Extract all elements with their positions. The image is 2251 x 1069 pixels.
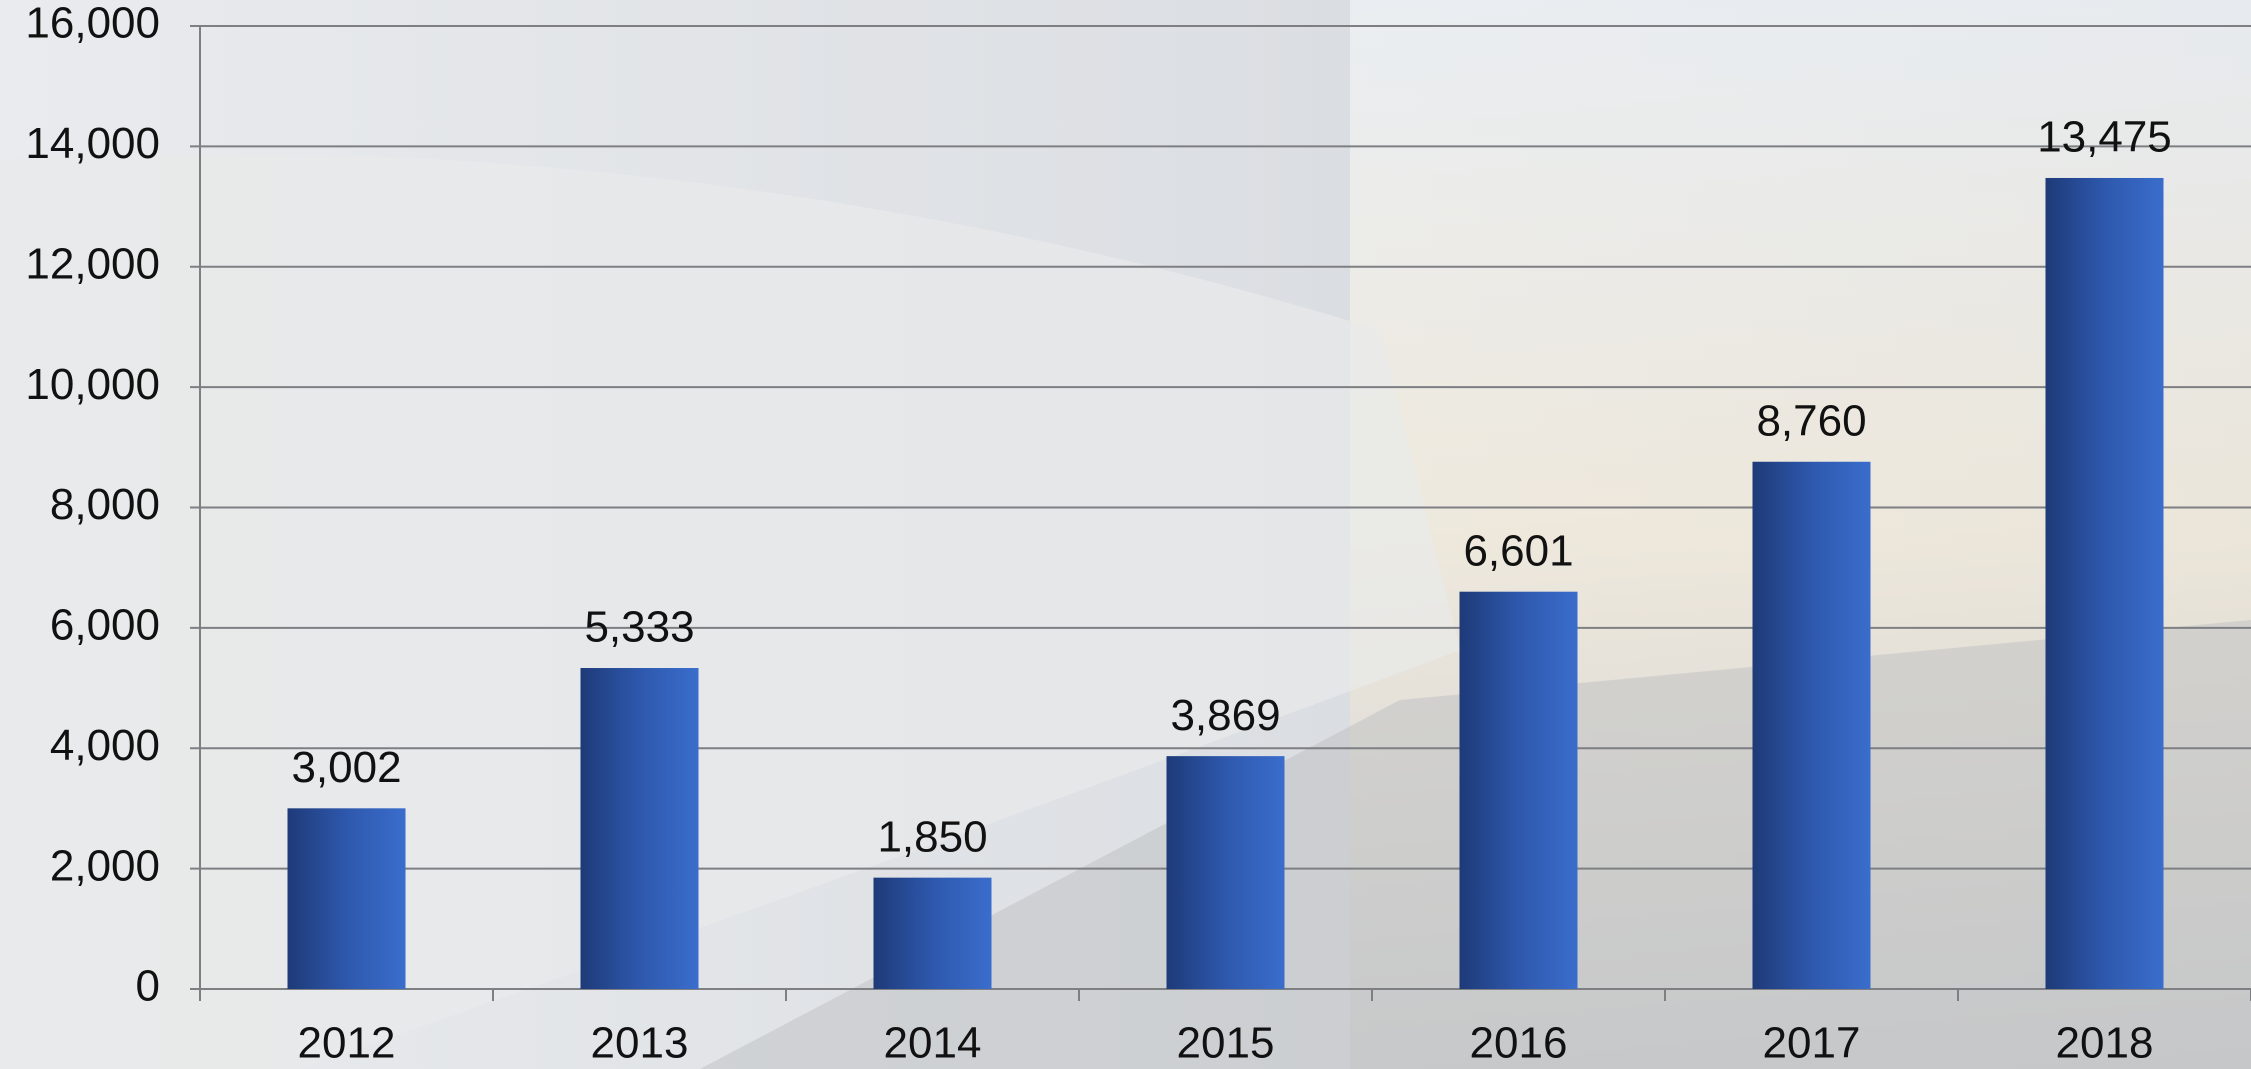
y-tick-label: 2,000 [50, 841, 160, 890]
value-label: 6,601 [1463, 526, 1573, 575]
y-tick-label: 12,000 [25, 239, 160, 288]
bar [581, 668, 699, 989]
x-tick-label: 2016 [1470, 1019, 1568, 1068]
y-tick-label: 10,000 [25, 360, 160, 409]
value-label: 5,333 [584, 603, 694, 652]
bar [288, 808, 406, 989]
x-tick-label: 2015 [1177, 1019, 1275, 1068]
y-tick-label: 4,000 [50, 721, 160, 770]
value-label: 13,475 [2037, 113, 2172, 162]
bar [1460, 592, 1578, 989]
bar [874, 878, 992, 989]
x-tick-label: 2018 [2056, 1019, 2154, 1068]
y-tick-label: 6,000 [50, 601, 160, 650]
page: {"chart_data": {"type": "bar", "categori… [0, 0, 2251, 1069]
y-tick-label: 0 [136, 962, 160, 1011]
value-label: 3,002 [291, 743, 401, 792]
bar [1753, 462, 1871, 989]
bar [2046, 178, 2164, 989]
x-tick-label: 2014 [884, 1019, 982, 1068]
bar [1167, 756, 1285, 989]
y-tick-label: 16,000 [25, 0, 160, 48]
x-tick-label: 2017 [1763, 1019, 1861, 1068]
y-tick-label: 14,000 [25, 119, 160, 168]
x-tick-label: 2012 [298, 1019, 396, 1068]
value-label: 3,869 [1170, 691, 1280, 740]
value-label: 1,850 [877, 812, 987, 861]
x-tick-label: 2013 [591, 1019, 689, 1068]
chart: 0 2,000 4,000 6,000 8,000 10,000 12,000 14,000 1… [0, 0, 2251, 1069]
y-tick-label: 8,000 [50, 480, 160, 529]
value-label: 8,760 [1756, 396, 1866, 445]
